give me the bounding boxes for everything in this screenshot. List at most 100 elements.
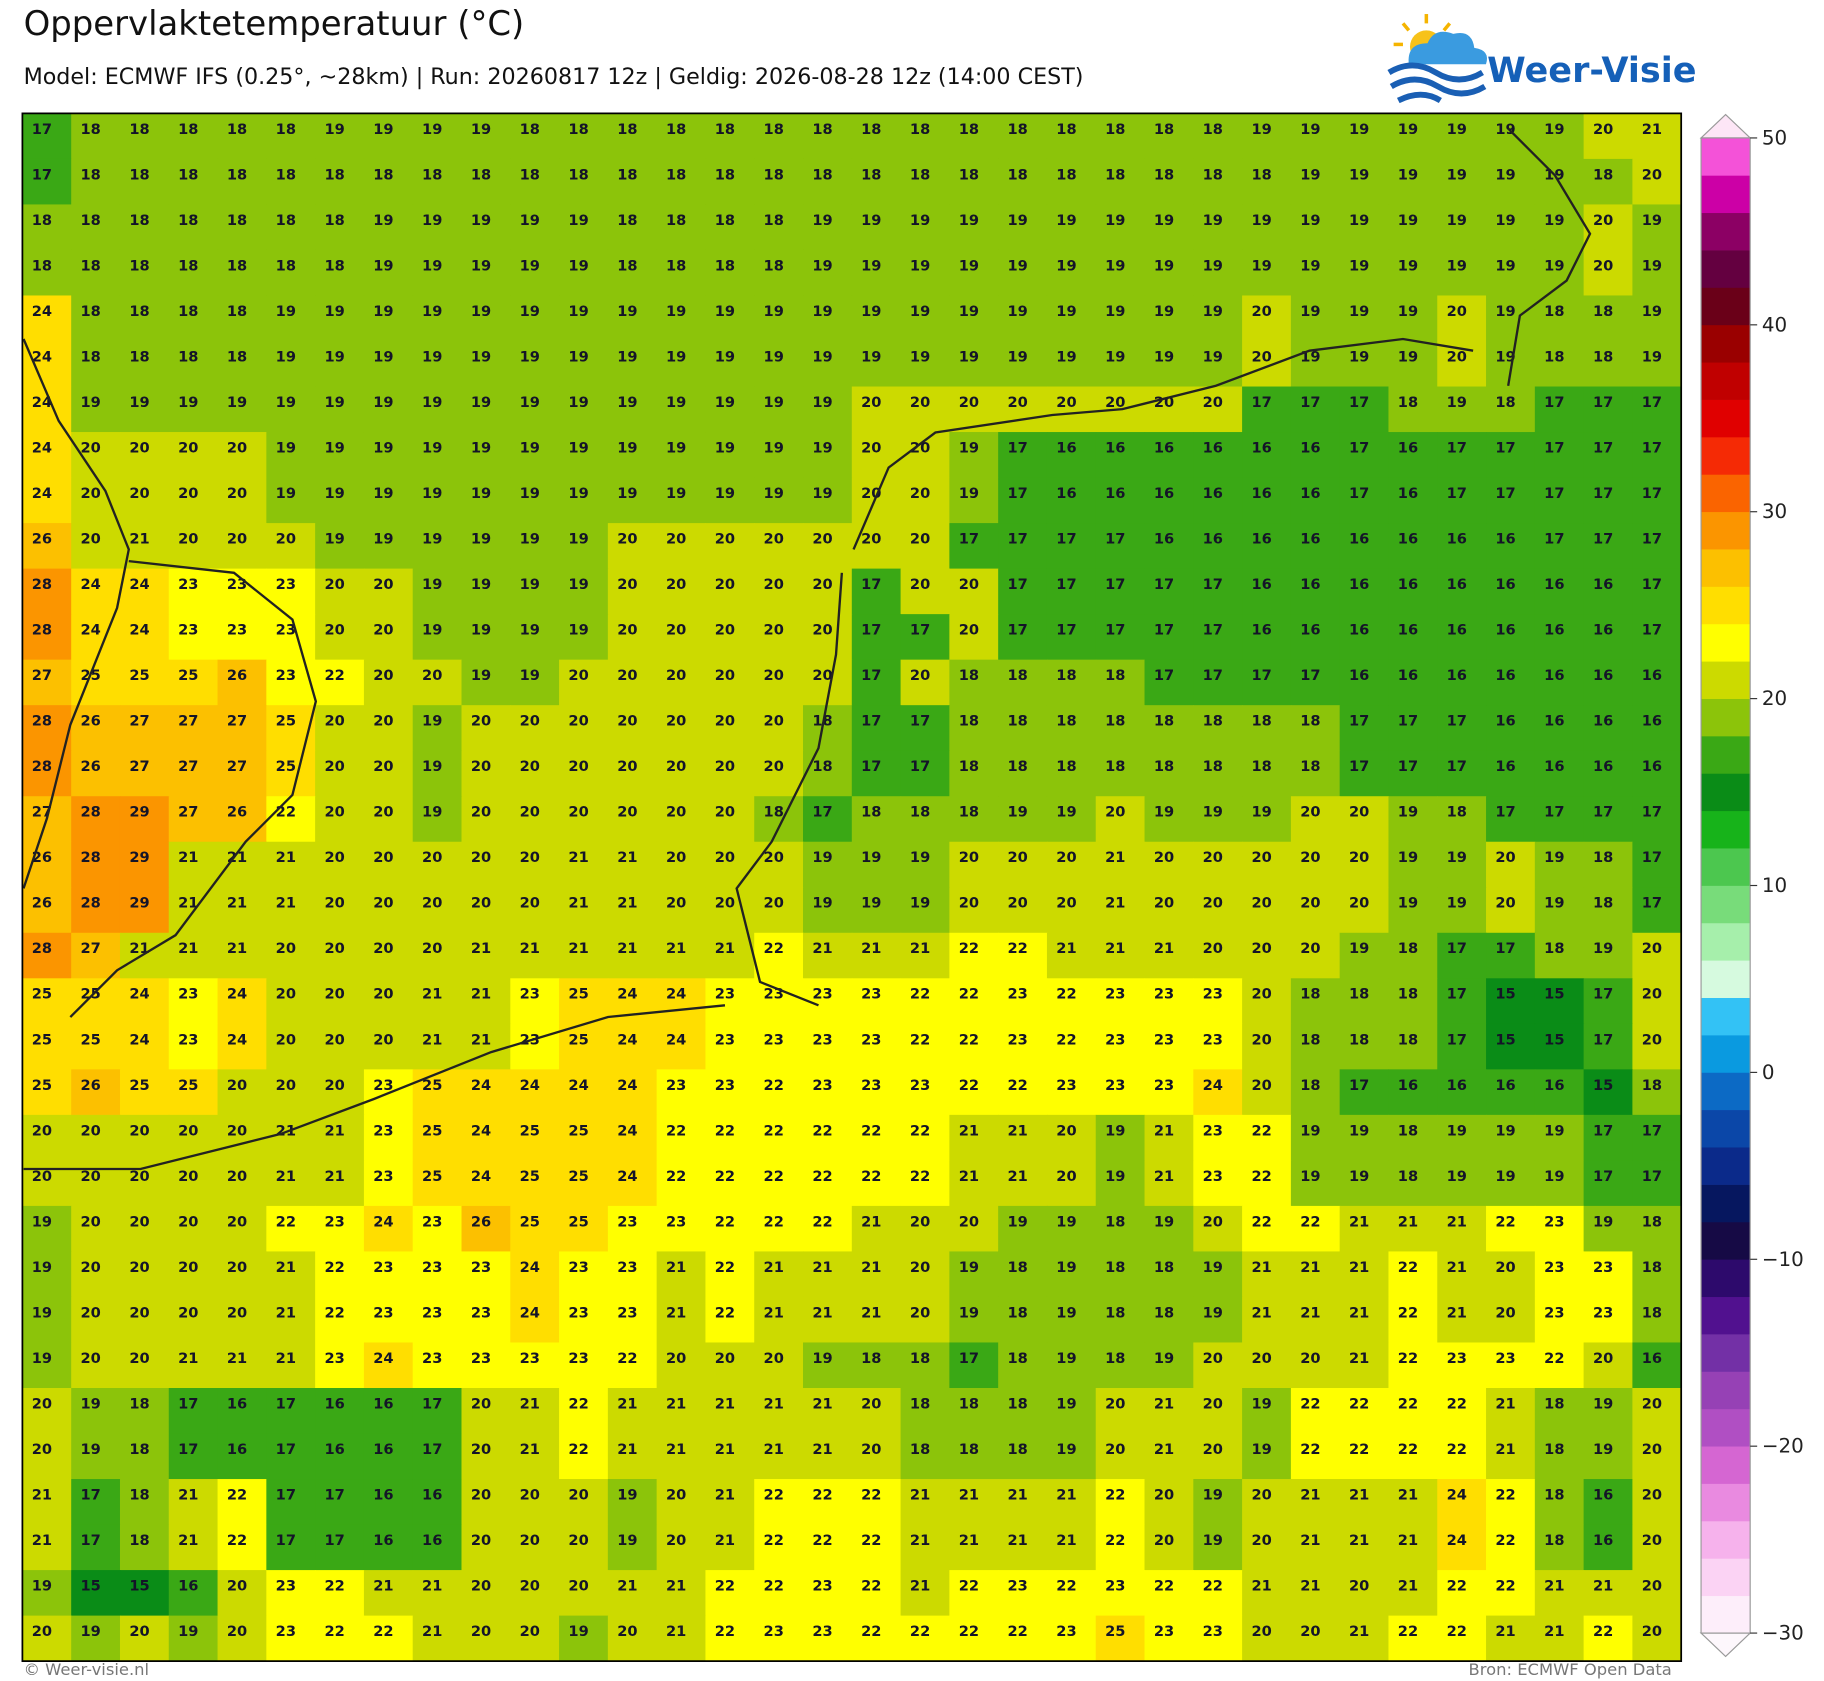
temp-label: 19 <box>1203 1532 1223 1549</box>
temp-label: 23 <box>324 1213 344 1230</box>
temp-cell <box>1290 887 1341 934</box>
temp-cell <box>1632 340 1682 388</box>
temp-label: 18 <box>1203 121 1223 138</box>
temp-cell <box>1437 1023 1487 1070</box>
temp-label: 23 <box>1544 1304 1564 1321</box>
temp-label: 17 <box>1349 439 1369 456</box>
temp-cell <box>803 568 853 615</box>
temp-label: 22 <box>715 1578 735 1595</box>
temp-label: 19 <box>1642 303 1662 320</box>
temp-label: 21 <box>1300 1578 1320 1595</box>
temp-cell <box>119 386 170 433</box>
temp-label: 17 <box>1593 439 1613 456</box>
temp-label: 18 <box>1398 1122 1418 1139</box>
temp-cell <box>559 1160 609 1207</box>
temp-cell <box>168 477 219 524</box>
temp-cell <box>1046 523 1097 570</box>
temp-label: 20 <box>764 895 784 912</box>
temp-label: 19 <box>568 576 588 593</box>
temp-label: 20 <box>227 531 247 548</box>
temp-label: 22 <box>1008 940 1028 957</box>
temp-label: 23 <box>276 576 296 593</box>
temp-label: 19 <box>1495 257 1515 274</box>
temp-cell <box>1437 432 1487 479</box>
temp-label: 23 <box>812 986 832 1003</box>
temp-label: 23 <box>1593 1259 1613 1276</box>
temp-cell <box>1388 1023 1438 1070</box>
temp-label: 17 <box>861 622 881 639</box>
temp-cell <box>754 750 804 797</box>
temp-cell <box>1486 113 1536 160</box>
temp-cell <box>71 705 121 752</box>
temp-label: 19 <box>1447 166 1467 183</box>
colorbar-band <box>1701 137 1751 176</box>
temp-label: 18 <box>617 166 637 183</box>
temp-label: 23 <box>520 1350 540 1367</box>
temp-cell <box>1583 887 1633 934</box>
colorbar-band <box>1701 997 1751 1036</box>
temp-label: 19 <box>471 394 491 411</box>
temp-cell <box>803 932 853 979</box>
temp-cell <box>1193 659 1243 706</box>
temp-label: 22 <box>910 1122 930 1139</box>
temp-cell <box>559 659 609 706</box>
temp-label: 19 <box>1251 1395 1271 1412</box>
temp-cell <box>754 340 804 388</box>
temp-label: 23 <box>764 1031 784 1048</box>
temp-label: 23 <box>373 1304 393 1321</box>
temp-label: 23 <box>764 1623 784 1640</box>
temp-cell <box>1388 204 1438 251</box>
temp-label: 19 <box>1495 303 1515 320</box>
temp-cell <box>851 204 902 251</box>
temp-cell <box>900 1023 950 1070</box>
temp-label: 18 <box>422 166 442 183</box>
temp-label: 21 <box>276 849 296 866</box>
temp-cell <box>851 796 902 843</box>
temp-cell <box>900 750 950 797</box>
temp-cell <box>1242 477 1292 524</box>
temp-label: 21 <box>812 1395 832 1412</box>
temp-cell <box>754 659 804 706</box>
temp-cell <box>315 932 365 979</box>
temp-label: 20 <box>861 1395 881 1412</box>
temp-label: 18 <box>1008 1441 1028 1458</box>
temp-cell <box>1339 568 1390 615</box>
temp-label: 19 <box>1056 303 1076 320</box>
temp-label: 18 <box>1642 1213 1662 1230</box>
temp-label: 19 <box>471 667 491 684</box>
temp-label: 17 <box>1642 439 1662 456</box>
temp-label: 21 <box>1398 1213 1418 1230</box>
temp-cell <box>1486 568 1536 615</box>
temp-cell <box>217 340 267 388</box>
temp-label: 19 <box>276 439 296 456</box>
temp-cell <box>851 1023 902 1070</box>
temp-label: 19 <box>422 758 442 775</box>
temp-cell <box>1339 340 1390 388</box>
temp-cell <box>315 432 365 479</box>
temp-cell <box>461 523 511 570</box>
temp-label: 18 <box>715 257 735 274</box>
temp-label: 27 <box>81 940 101 957</box>
temp-label: 21 <box>715 1395 735 1412</box>
temp-label: 20 <box>715 1350 735 1367</box>
temp-cell <box>1437 386 1487 433</box>
temp-label: 18 <box>764 166 784 183</box>
temp-cell <box>656 204 707 251</box>
temp-label: 19 <box>1056 1441 1076 1458</box>
temp-label: 20 <box>861 531 881 548</box>
temp-label: 16 <box>1544 1077 1564 1094</box>
temp-cell <box>363 932 414 979</box>
temp-cell <box>1144 523 1194 570</box>
temp-label: 20 <box>1349 895 1369 912</box>
temp-cell <box>1632 295 1682 342</box>
temp-label: 19 <box>1300 257 1320 274</box>
temp-label: 21 <box>1349 1350 1369 1367</box>
temp-cell <box>1534 932 1585 979</box>
temp-cell <box>998 1114 1048 1161</box>
temp-cell <box>461 1205 511 1253</box>
temp-cell <box>1242 568 1292 615</box>
temp-label: 17 <box>1398 758 1418 775</box>
temp-label: 27 <box>32 667 52 684</box>
temp-label: 22 <box>617 1350 637 1367</box>
temp-label: 18 <box>764 804 784 821</box>
